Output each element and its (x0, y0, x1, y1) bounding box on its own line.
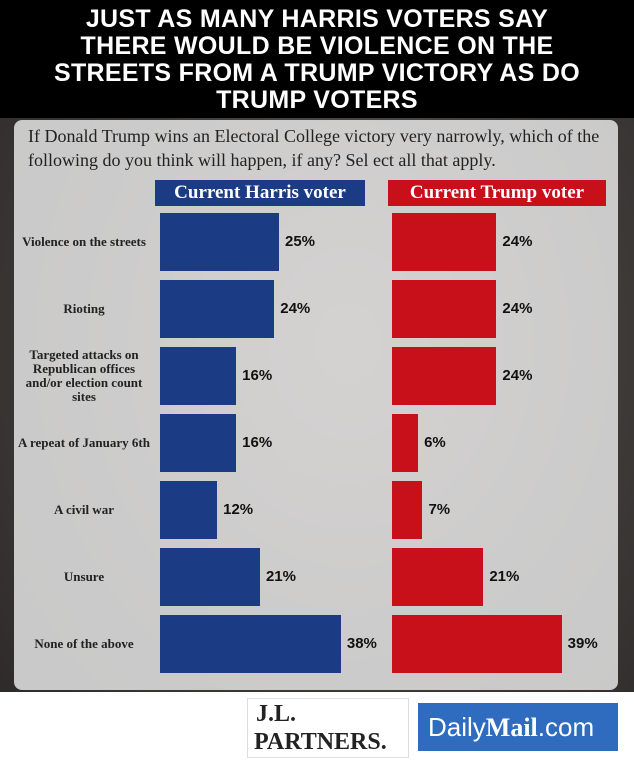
category-label: Rioting (63, 301, 105, 316)
jl-partners-logo: J.L. PARTNERS. (247, 698, 409, 758)
bar (392, 548, 484, 606)
value-label: 24% (502, 233, 533, 250)
bar (160, 548, 260, 606)
title-line: TRUMP VOTERS (216, 86, 418, 114)
value-label: 21% (489, 568, 520, 585)
bar (392, 481, 423, 539)
value-label: 24% (280, 300, 311, 317)
category-label: Targeted attacks on Republican offices a… (25, 347, 143, 404)
bar (392, 414, 419, 472)
value-label: 39% (567, 635, 598, 652)
bar (160, 414, 237, 472)
bar (392, 280, 497, 338)
subtitle: If Donald Trump wins an Electoral Colleg… (28, 126, 600, 170)
value-label: 21% (265, 568, 296, 585)
series-header: Current Trump voter (388, 180, 606, 206)
value-label: 38% (346, 635, 377, 652)
value-label: 24% (502, 367, 533, 384)
logo-text: .com (537, 712, 595, 742)
value-label: 24% (502, 300, 533, 317)
title-band: JUST AS MANY HARRIS VOTERS SAY THERE WOUL… (0, 0, 634, 118)
chart-panel (14, 120, 618, 690)
logo-text: J.L. (256, 701, 297, 727)
logo-text: Daily (428, 712, 486, 742)
bar (160, 213, 279, 271)
category-label: Unsure (63, 569, 105, 584)
logo-text: Mail (485, 713, 538, 742)
series-header: Current Harris voter (155, 180, 365, 206)
title-line: THERE WOULD BE VIOLENCE ON THE (80, 32, 554, 60)
category-label: Violence on the streets (22, 234, 146, 249)
bar (392, 347, 497, 405)
value-label: 6% (424, 434, 446, 451)
logo-text: PARTNERS. (254, 729, 387, 755)
title-line: JUST AS MANY HARRIS VOTERS SAY (85, 5, 549, 33)
bar (392, 615, 562, 673)
bar (160, 347, 237, 405)
bar (160, 615, 341, 673)
bar (392, 213, 497, 271)
value-label: 7% (428, 501, 451, 518)
bar (160, 481, 218, 539)
value-label: 12% (223, 501, 254, 518)
value-label: 16% (242, 367, 273, 384)
bar (160, 280, 275, 338)
title-line: STREETS FROM A TRUMP VICTORY AS DO (54, 59, 580, 87)
value-label: 25% (285, 233, 316, 250)
value-label: 16% (242, 434, 273, 451)
category-label: A repeat of January 6th (18, 435, 150, 450)
dailymail-logo: DailyMail.com (418, 703, 618, 751)
category-label: None of the above (34, 636, 134, 651)
category-label: A civil war (54, 502, 114, 517)
